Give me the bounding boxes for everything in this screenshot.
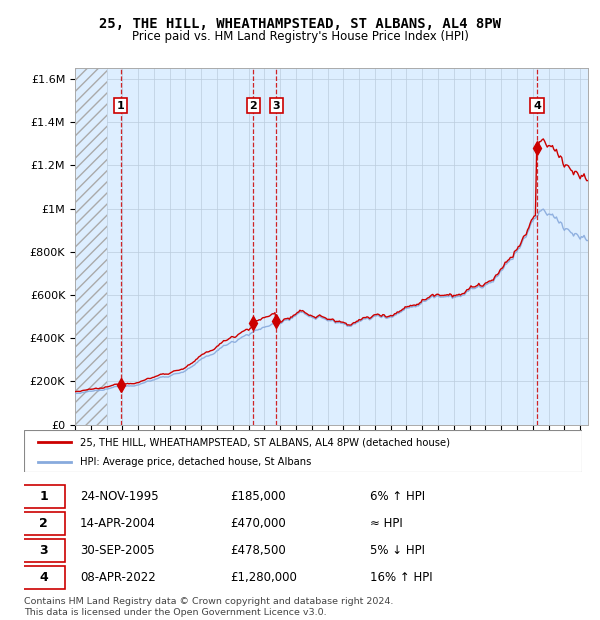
Text: 08-APR-2022: 08-APR-2022 [80, 571, 155, 584]
Text: 16% ↑ HPI: 16% ↑ HPI [370, 571, 433, 584]
Text: ≈ HPI: ≈ HPI [370, 517, 403, 530]
Text: 30-SEP-2005: 30-SEP-2005 [80, 544, 154, 557]
Text: 4: 4 [39, 571, 48, 584]
Text: 4: 4 [533, 100, 541, 110]
Text: 3: 3 [272, 100, 280, 110]
Text: 1: 1 [39, 490, 48, 503]
FancyBboxPatch shape [23, 512, 65, 535]
Text: £185,000: £185,000 [230, 490, 286, 503]
Text: HPI: Average price, detached house, St Albans: HPI: Average price, detached house, St A… [80, 457, 311, 467]
FancyBboxPatch shape [24, 430, 582, 472]
FancyBboxPatch shape [23, 539, 65, 562]
Text: 1: 1 [117, 100, 125, 110]
Text: 2: 2 [250, 100, 257, 110]
Text: £470,000: £470,000 [230, 517, 286, 530]
Text: 25, THE HILL, WHEATHAMPSTEAD, ST ALBANS, AL4 8PW: 25, THE HILL, WHEATHAMPSTEAD, ST ALBANS,… [99, 17, 501, 32]
Text: Price paid vs. HM Land Registry's House Price Index (HPI): Price paid vs. HM Land Registry's House … [131, 30, 469, 43]
FancyBboxPatch shape [23, 566, 65, 589]
Text: Contains HM Land Registry data © Crown copyright and database right 2024.
This d: Contains HM Land Registry data © Crown c… [24, 598, 394, 617]
Text: 6% ↑ HPI: 6% ↑ HPI [370, 490, 425, 503]
Text: 14-APR-2004: 14-APR-2004 [80, 517, 155, 530]
Text: 2: 2 [39, 517, 48, 530]
Text: 24-NOV-1995: 24-NOV-1995 [80, 490, 158, 503]
Text: £1,280,000: £1,280,000 [230, 571, 298, 584]
Text: 5% ↓ HPI: 5% ↓ HPI [370, 544, 425, 557]
Bar [75, 68, 107, 425]
Text: £478,500: £478,500 [230, 544, 286, 557]
Text: 25, THE HILL, WHEATHAMPSTEAD, ST ALBANS, AL4 8PW (detached house): 25, THE HILL, WHEATHAMPSTEAD, ST ALBANS,… [80, 437, 450, 447]
Text: 3: 3 [39, 544, 48, 557]
FancyBboxPatch shape [23, 485, 65, 508]
